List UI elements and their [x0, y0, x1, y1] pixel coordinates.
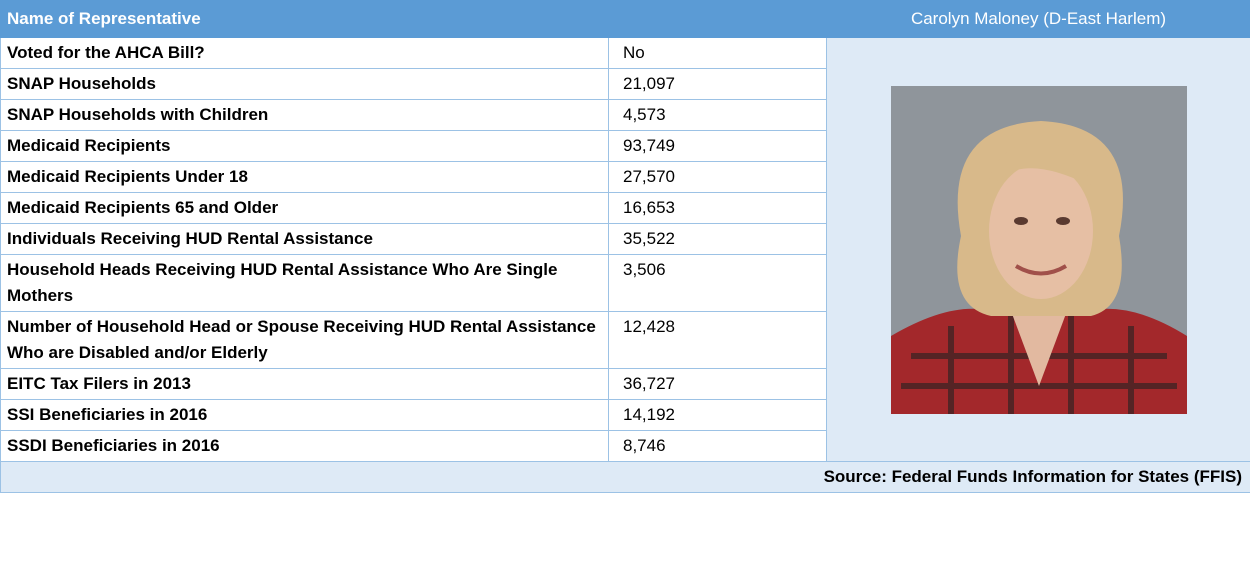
row-label: SNAP Households with Children [0, 99, 609, 131]
row-label: Individuals Receiving HUD Rental Assista… [0, 223, 609, 255]
table-row: Voted for the AHCA Bill? No [0, 37, 1250, 462]
row-value: 36,727 [608, 368, 827, 400]
row-value: 14,192 [608, 399, 827, 431]
row-value: 35,522 [608, 223, 827, 255]
row-value: No [608, 37, 827, 69]
source-text: Source: Federal Funds Information for St… [0, 461, 1250, 493]
row-value: 4,573 [608, 99, 827, 131]
data-table: Name of Representative Carolyn Maloney (… [0, 0, 1250, 493]
row-value: 3,506 [608, 254, 827, 312]
row-label: SSI Beneficiaries in 2016 [0, 399, 609, 431]
row-value: 12,428 [608, 311, 827, 369]
photo-cell [826, 37, 1250, 462]
row-value: 93,749 [608, 130, 827, 162]
row-value: 16,653 [608, 192, 827, 224]
table-row: EITC Tax Filers in 2013 36,727 [0, 368, 1250, 400]
table-row: SNAP Households with Children 4,573 [0, 99, 1250, 131]
row-label: Medicaid Recipients Under 18 [0, 161, 609, 193]
row-label: EITC Tax Filers in 2013 [0, 368, 609, 400]
header-value: Carolyn Maloney (D-East Harlem) [826, 0, 1250, 38]
row-value: 27,570 [608, 161, 827, 193]
row-label: Medicaid Recipients [0, 130, 609, 162]
row-label: Voted for the AHCA Bill? [0, 37, 609, 69]
header-label: Name of Representative [0, 0, 827, 38]
header-row: Name of Representative Carolyn Maloney (… [0, 0, 1250, 38]
table-row: SSDI Beneficiaries in 2016 8,746 [0, 430, 1250, 462]
row-label: SSDI Beneficiaries in 2016 [0, 430, 609, 462]
portrait [890, 85, 1187, 414]
row-label: Medicaid Recipients 65 and Older [0, 192, 609, 224]
row-label: SNAP Households [0, 68, 609, 100]
table-row: Medicaid Recipients Under 18 27,570 [0, 161, 1250, 193]
table-row: Individuals Receiving HUD Rental Assista… [0, 223, 1250, 255]
table-row: SNAP Households 21,097 [0, 68, 1250, 100]
row-value: 21,097 [608, 68, 827, 100]
row-label: Household Heads Receiving HUD Rental Ass… [0, 254, 609, 312]
source-row: Source: Federal Funds Information for St… [0, 461, 1250, 493]
table-row: Medicaid Recipients 65 and Older 16,653 [0, 192, 1250, 224]
row-value: 8,746 [608, 430, 827, 462]
row-label: Number of Household Head or Spouse Recei… [0, 311, 609, 369]
table-row: Medicaid Recipients 93,749 [0, 130, 1250, 162]
table-row: Household Heads Receiving HUD Rental Ass… [0, 254, 1250, 312]
table-row: Number of Household Head or Spouse Recei… [0, 311, 1250, 369]
table-row: SSI Beneficiaries in 2016 14,192 [0, 399, 1250, 431]
